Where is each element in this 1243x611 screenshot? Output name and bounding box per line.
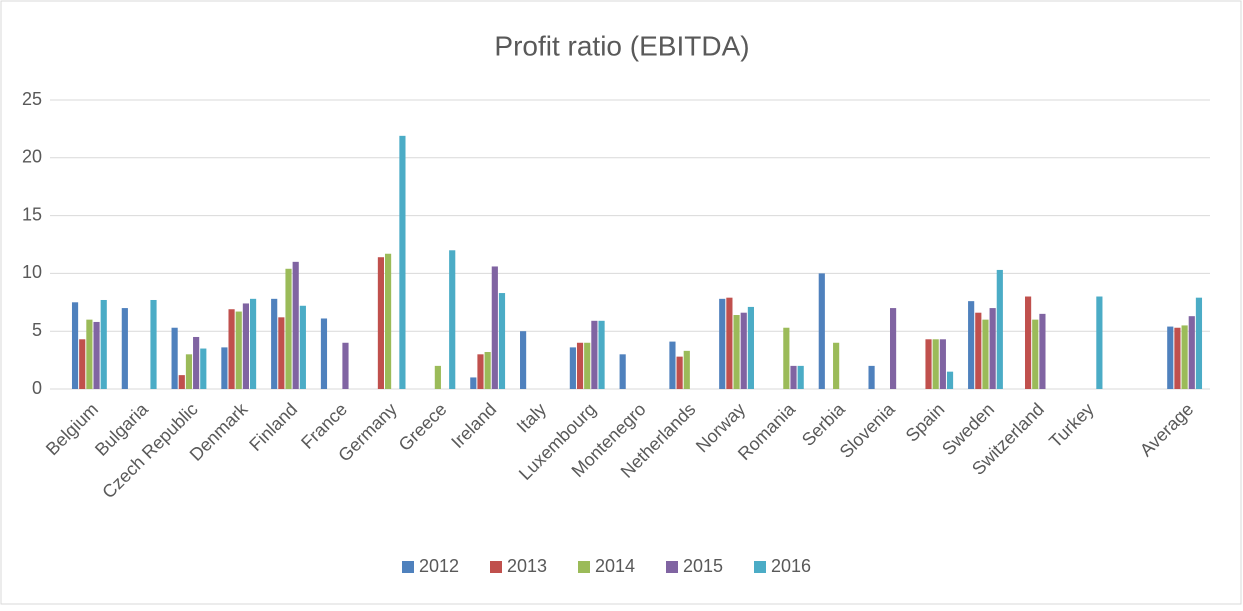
bar [1032, 319, 1039, 389]
bar [399, 135, 406, 389]
bar [598, 320, 605, 389]
legend-swatch [490, 561, 502, 573]
bar [833, 342, 840, 389]
bar [377, 257, 385, 389]
bar [726, 297, 733, 389]
legend-swatch [754, 561, 766, 573]
bar [676, 356, 683, 389]
y-tick-label: 15 [22, 204, 42, 224]
bar [79, 339, 86, 389]
bar [939, 339, 946, 389]
bar [1167, 326, 1174, 389]
bar [520, 331, 527, 389]
bar [498, 293, 506, 389]
bar [249, 298, 257, 389]
bar [975, 312, 982, 389]
legend-label: 2013 [507, 556, 547, 576]
legend-label: 2016 [771, 556, 811, 576]
bar [242, 303, 249, 389]
bar [982, 319, 989, 389]
bar [740, 312, 747, 389]
y-tick-label: 10 [22, 262, 42, 282]
bar [1188, 316, 1195, 389]
bar [178, 375, 185, 389]
bar [669, 341, 676, 389]
bar [86, 319, 93, 389]
bar [100, 299, 107, 389]
bar [235, 311, 242, 389]
bar [790, 365, 797, 389]
bar [925, 339, 932, 389]
bar [591, 320, 598, 389]
chart-title: Profit ratio (EBITDA) [494, 30, 749, 61]
bar [285, 268, 292, 389]
bar [783, 327, 790, 389]
bar [200, 348, 207, 389]
bar [71, 302, 79, 389]
bar [989, 308, 996, 389]
bar [271, 298, 278, 389]
bar [185, 354, 193, 389]
y-tick-label: 5 [32, 320, 42, 340]
bar [584, 342, 591, 389]
bar [93, 321, 100, 389]
bar [733, 315, 740, 389]
bar [477, 354, 484, 389]
legend-label: 2014 [595, 556, 635, 576]
legend-swatch [402, 561, 414, 573]
bar [299, 305, 306, 389]
bar [292, 261, 299, 389]
bar [121, 308, 128, 389]
legend-swatch [578, 561, 590, 573]
bar [470, 377, 477, 389]
bar [1025, 296, 1032, 389]
bar [619, 354, 626, 389]
bar [434, 365, 441, 389]
legend-label: 2012 [419, 556, 459, 576]
bar [719, 298, 726, 389]
bar [1195, 297, 1203, 389]
legend-label: 2015 [683, 556, 723, 576]
bar [171, 327, 178, 389]
bar [932, 339, 939, 389]
bar [576, 342, 584, 389]
y-tick-label: 25 [22, 89, 42, 109]
bar [868, 365, 875, 389]
bar [320, 318, 328, 389]
bar [278, 317, 285, 389]
bar [150, 299, 157, 389]
bar [818, 273, 825, 389]
bar [569, 347, 576, 389]
bar [747, 306, 754, 389]
bar [946, 371, 954, 389]
bar [484, 352, 491, 389]
bar [968, 301, 975, 389]
legend-swatch [666, 561, 678, 573]
y-tick-label: 20 [22, 147, 42, 167]
bar [1181, 325, 1188, 389]
bar [221, 347, 228, 389]
bar [1174, 327, 1181, 389]
bar [683, 350, 690, 389]
bar [1039, 313, 1046, 389]
bar [1096, 296, 1103, 389]
bar [996, 269, 1003, 389]
y-tick-label: 0 [32, 378, 42, 398]
bar [491, 266, 498, 389]
bar [342, 342, 349, 389]
bar [193, 336, 200, 389]
bar [449, 250, 456, 389]
bar [889, 308, 897, 389]
bar [797, 365, 804, 389]
bar [228, 309, 235, 389]
bar [385, 253, 392, 389]
